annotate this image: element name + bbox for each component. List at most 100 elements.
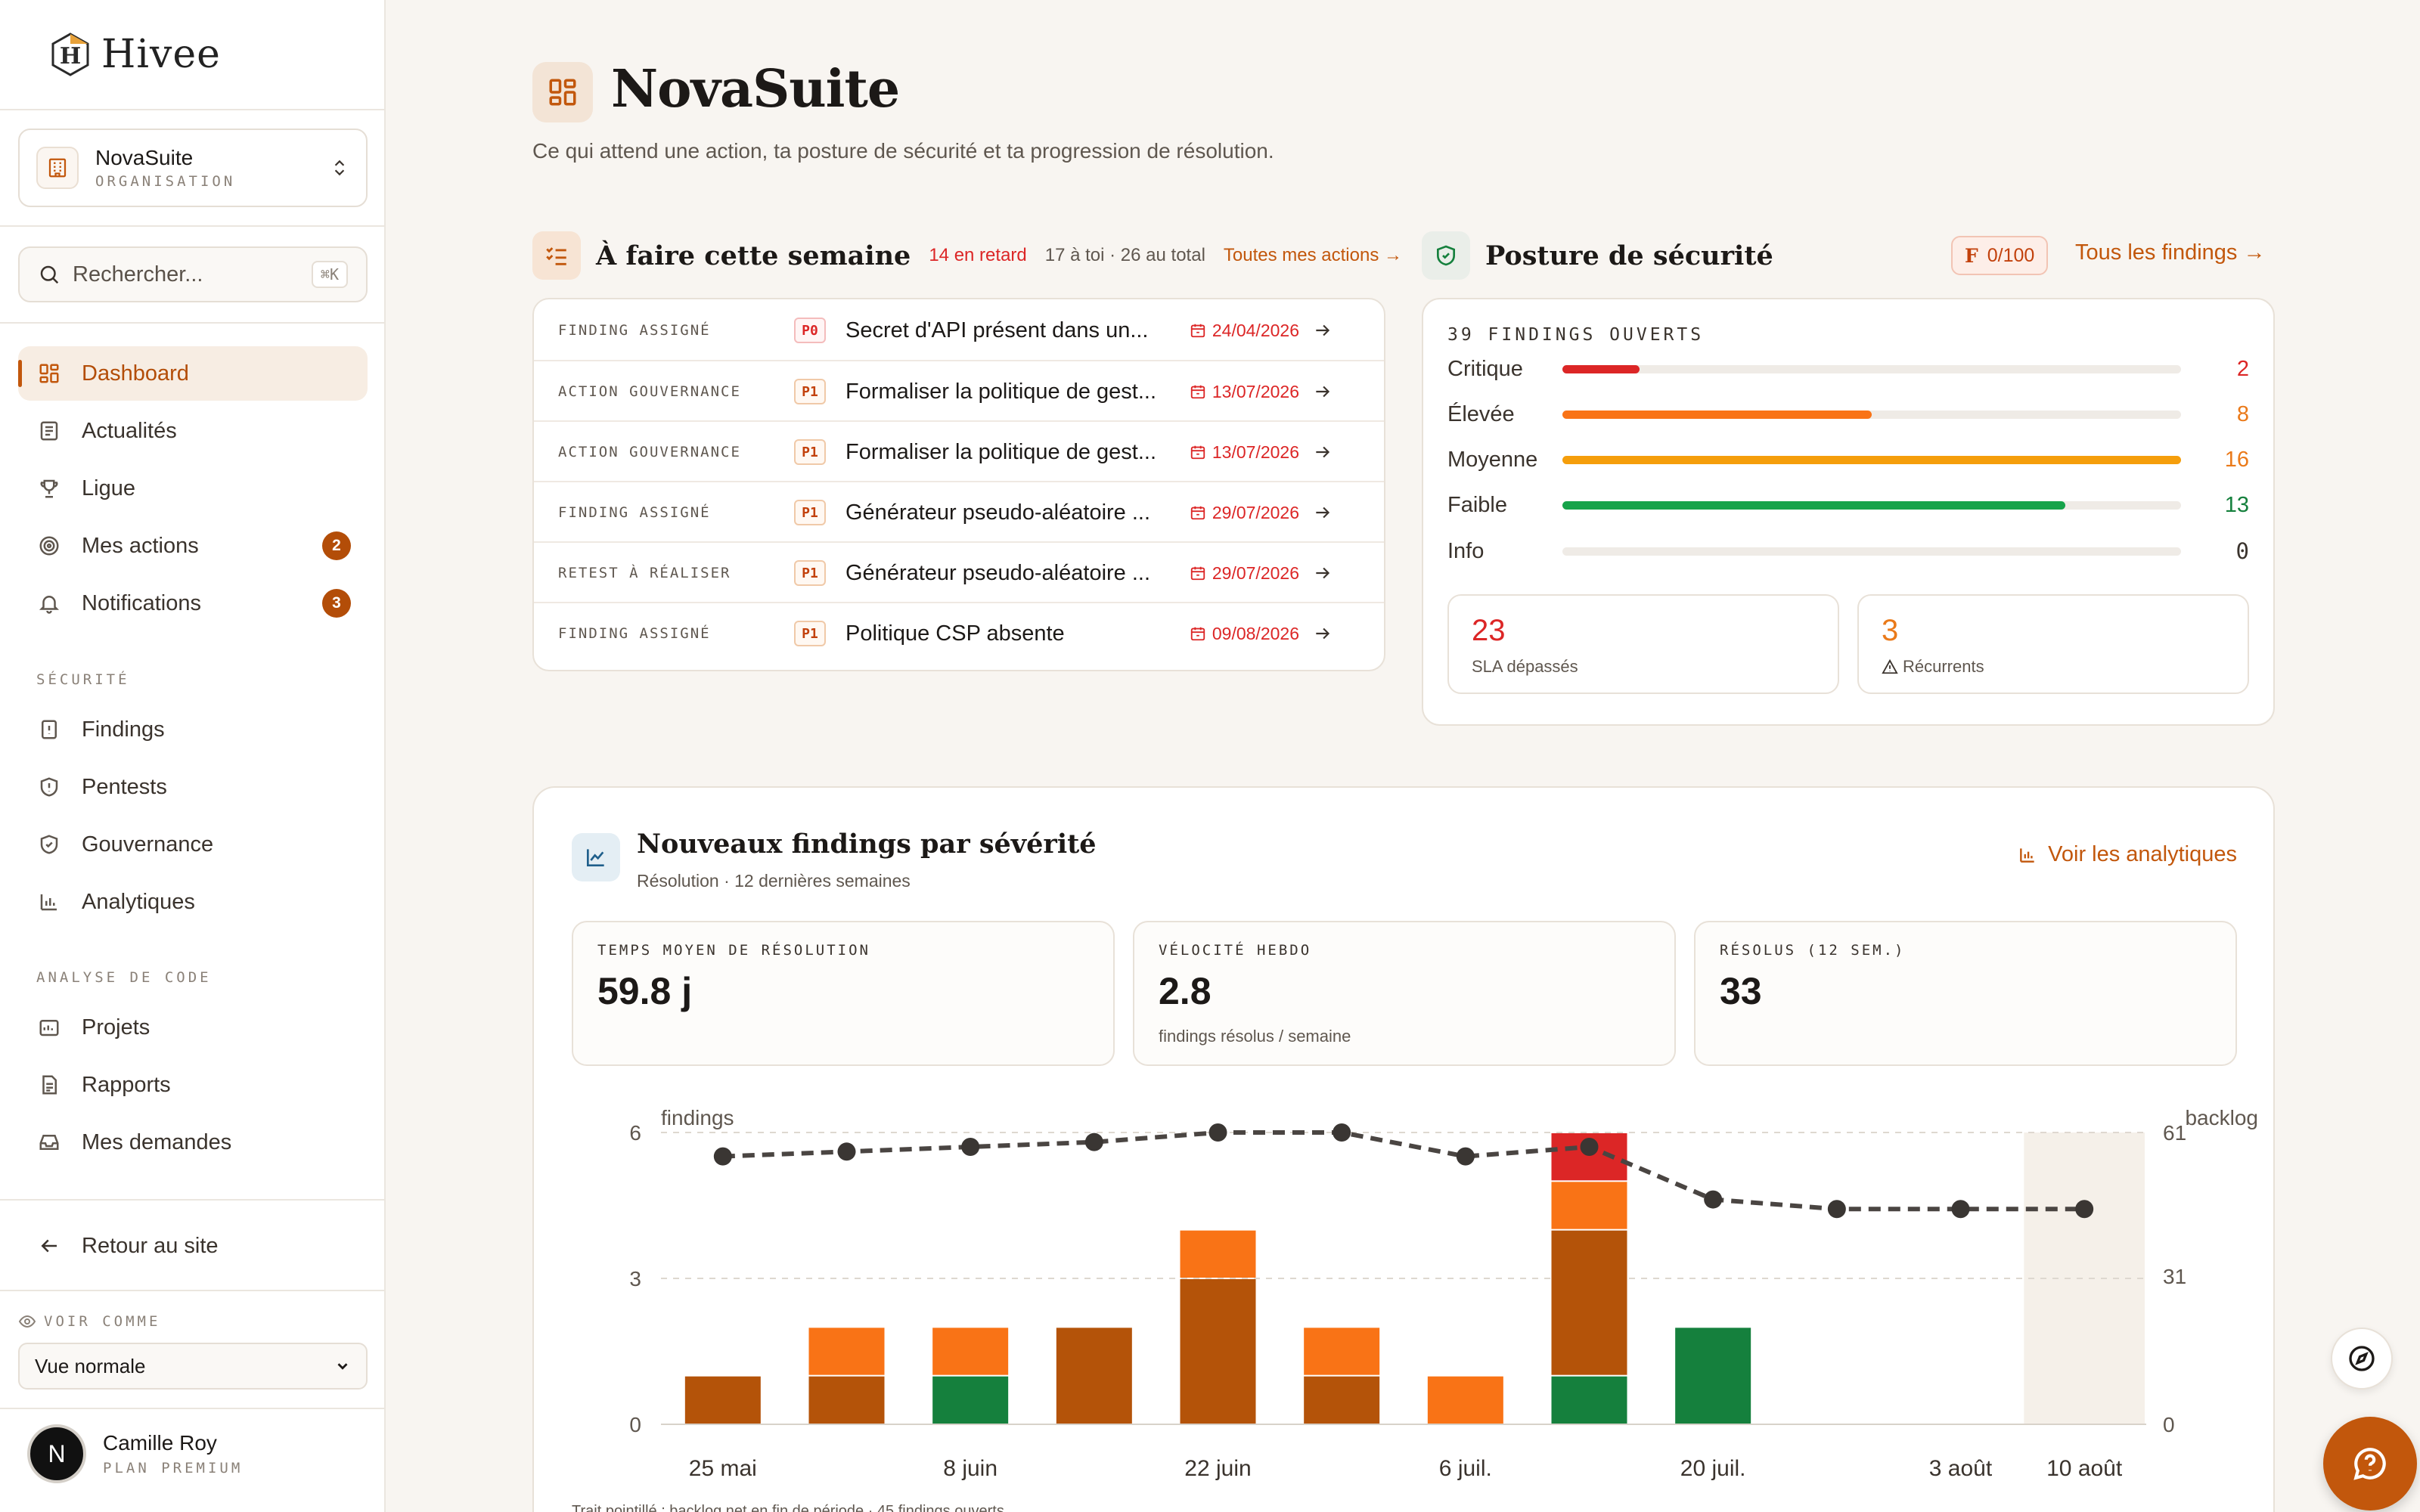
back-to-site-link[interactable]: Retour au site	[18, 1219, 368, 1273]
backlog-point[interactable]	[961, 1137, 980, 1156]
bell-icon	[36, 590, 62, 616]
backlog-point[interactable]	[837, 1142, 856, 1161]
arrow-right-icon[interactable]	[1299, 442, 1346, 462]
bar-élevée[interactable]	[1304, 1328, 1380, 1375]
sidebar-item-mes-demandes[interactable]: Mes demandes	[18, 1115, 368, 1170]
arrow-right-icon[interactable]	[1299, 321, 1346, 340]
severity-row[interactable]: Info 0	[1447, 538, 2420, 564]
sidebar-item-ligue[interactable]: Ligue	[18, 461, 368, 516]
severity-row[interactable]: Élevée 8	[1447, 402, 2420, 427]
arrow-right-icon[interactable]	[1299, 563, 1346, 583]
bar-moyenne[interactable]	[808, 1376, 885, 1424]
backlog-point[interactable]	[1084, 1132, 1103, 1151]
explore-button[interactable]	[2331, 1328, 2393, 1390]
arrow-right-icon[interactable]	[1299, 382, 1346, 401]
kpi-value: 33	[1720, 970, 1762, 1012]
help-chat-button[interactable]	[2323, 1417, 2417, 1510]
backlog-point[interactable]	[1951, 1200, 1970, 1219]
sidebar-item-mes-actions[interactable]: Mes actions 2	[18, 519, 368, 573]
backlog-point[interactable]	[2075, 1200, 2094, 1219]
severity-name: Info	[1447, 538, 1485, 563]
eye-icon	[18, 1315, 36, 1328]
brand-logo[interactable]: H Hivee	[50, 30, 221, 79]
severity-count: 0	[2235, 538, 2249, 564]
kpi-velocity: VÉLOCITÉ HEBDO 2.8 findings résolus / se…	[1133, 921, 1676, 1066]
backlog-point[interactable]	[713, 1147, 732, 1166]
backlog-point[interactable]	[1208, 1123, 1227, 1142]
todo-row[interactable]: FINDING ASSIGNÉ P1 Politique CSP absente 09…	[534, 602, 1384, 664]
kpi-value: 59.8 j	[597, 970, 693, 1012]
y2-tick-label: 61	[2163, 1121, 2186, 1145]
chevron-updown-icon	[334, 160, 345, 176]
due-date: 29/07/2026	[1163, 503, 1299, 523]
divider	[0, 225, 386, 227]
y2-tick-label: 31	[2163, 1265, 2186, 1288]
sidebar-item-label: Rapports	[82, 1072, 171, 1097]
sidebar-item-dashboard[interactable]: Dashboard	[18, 346, 368, 401]
bar-moyenne[interactable]	[1304, 1376, 1380, 1424]
sidebar-item-notifications[interactable]: Notifications 3	[18, 576, 368, 631]
arrow-right-icon[interactable]	[1299, 624, 1346, 643]
bar-faible[interactable]	[1551, 1376, 1627, 1424]
bar-moyenne[interactable]	[1180, 1279, 1256, 1424]
recurrent-label-row: Récurrents	[1882, 657, 2225, 677]
sidebar-item-analytiques[interactable]: Analytiques	[18, 875, 368, 929]
sidebar-item-label: Analytiques	[82, 889, 195, 914]
severity-bar-fill	[1562, 411, 1872, 419]
backlog-point[interactable]	[1704, 1190, 1723, 1209]
kpi-label: TEMPS MOYEN DE RÉSOLUTION	[597, 942, 870, 959]
todo-row[interactable]: ACTION GOUVERNANCE P1 Formaliser la politi…	[534, 420, 1384, 482]
bar-moyenne[interactable]	[1551, 1230, 1627, 1375]
sidebar-item-projets[interactable]: Projets	[18, 1000, 368, 1055]
backlog-point[interactable]	[1580, 1137, 1599, 1156]
bar-élevée[interactable]	[932, 1328, 1009, 1375]
org-switcher[interactable]: NovaSuite ORGANISATION	[18, 129, 368, 207]
todo-row[interactable]: RETEST À RÉALISER P1 Générateur pseudo-alé…	[534, 541, 1384, 603]
bar-faible[interactable]	[932, 1376, 1009, 1424]
priority-badge: P0	[794, 318, 826, 343]
finding-icon	[36, 717, 62, 742]
divider	[0, 1199, 386, 1201]
search-placeholder: Rechercher...	[73, 262, 203, 287]
bar-élevée[interactable]	[1180, 1230, 1256, 1278]
posture-card: 39 FINDINGS OUVERTS Critique 2 Élevée 8 Moye…	[1422, 298, 2275, 726]
bar-moyenne[interactable]	[684, 1376, 761, 1424]
priority-badge: P1	[794, 379, 826, 404]
backlog-point[interactable]	[1827, 1200, 1846, 1219]
backlog-point[interactable]	[1333, 1123, 1351, 1142]
due-date-text: 29/07/2026	[1212, 502, 1299, 522]
analytics-link[interactable]: Voir les analytiques	[2018, 842, 2237, 867]
sidebar-item-findings[interactable]: Findings	[18, 702, 368, 757]
bar-élevée[interactable]	[1427, 1376, 1503, 1424]
sidebar-item-rapports[interactable]: Rapports	[18, 1058, 368, 1112]
chart-footnote: Trait pointillé : backlog net en fin de …	[572, 1503, 1004, 1512]
user-profile[interactable]: N Camille Roy PLAN PREMIUM	[27, 1424, 243, 1483]
severity-row[interactable]: Moyenne 16	[1447, 448, 2420, 472]
bar-élevée[interactable]	[1551, 1182, 1627, 1229]
all-actions-link[interactable]: Toutes mes actions →	[1223, 245, 1403, 265]
severity-row[interactable]: Critique 2	[1447, 357, 2420, 382]
todo-row[interactable]: FINDING ASSIGNÉ P1 Générateur pseudo-aléat…	[534, 481, 1384, 543]
all-findings-link[interactable]: Tous les findings →	[2075, 240, 2266, 265]
todo-row[interactable]: ACTION GOUVERNANCE P1 Formaliser la politi…	[534, 360, 1384, 422]
search-input[interactable]: Rechercher... ⌘K	[18, 246, 368, 302]
view-as-select[interactable]: Vue normale	[18, 1343, 368, 1390]
sidebar-item-gouvernance[interactable]: Gouvernance	[18, 817, 368, 872]
x-tick-label: 3 août	[1929, 1456, 1993, 1481]
todo-row[interactable]: FINDING ASSIGNÉ P0 Secret d'API présent da…	[534, 299, 1384, 361]
sidebar-item-actualites[interactable]: Actualités	[18, 404, 368, 458]
report-icon	[36, 1072, 62, 1098]
recurrent-card[interactable]: 3 Récurrents	[1857, 594, 2249, 694]
divider	[0, 322, 386, 324]
target-icon	[36, 533, 62, 559]
backlog-point[interactable]	[1456, 1147, 1475, 1166]
bar-élevée[interactable]	[808, 1328, 885, 1375]
sla-card[interactable]: 23 SLA dépassés	[1447, 594, 1839, 694]
sla-value: 23	[1472, 614, 1506, 647]
findings-severity-chart: 0 3 6 0 31 61 findings backlog 25 mai 8 juin 22 ju…	[629, 1106, 2258, 1481]
arrow-right-icon[interactable]	[1299, 503, 1346, 522]
sidebar-item-pentests[interactable]: Pentests	[18, 760, 368, 814]
bar-moyenne[interactable]	[1056, 1328, 1132, 1424]
bar-faible[interactable]	[1675, 1328, 1751, 1424]
severity-row[interactable]: Faible 13	[1447, 493, 2420, 518]
